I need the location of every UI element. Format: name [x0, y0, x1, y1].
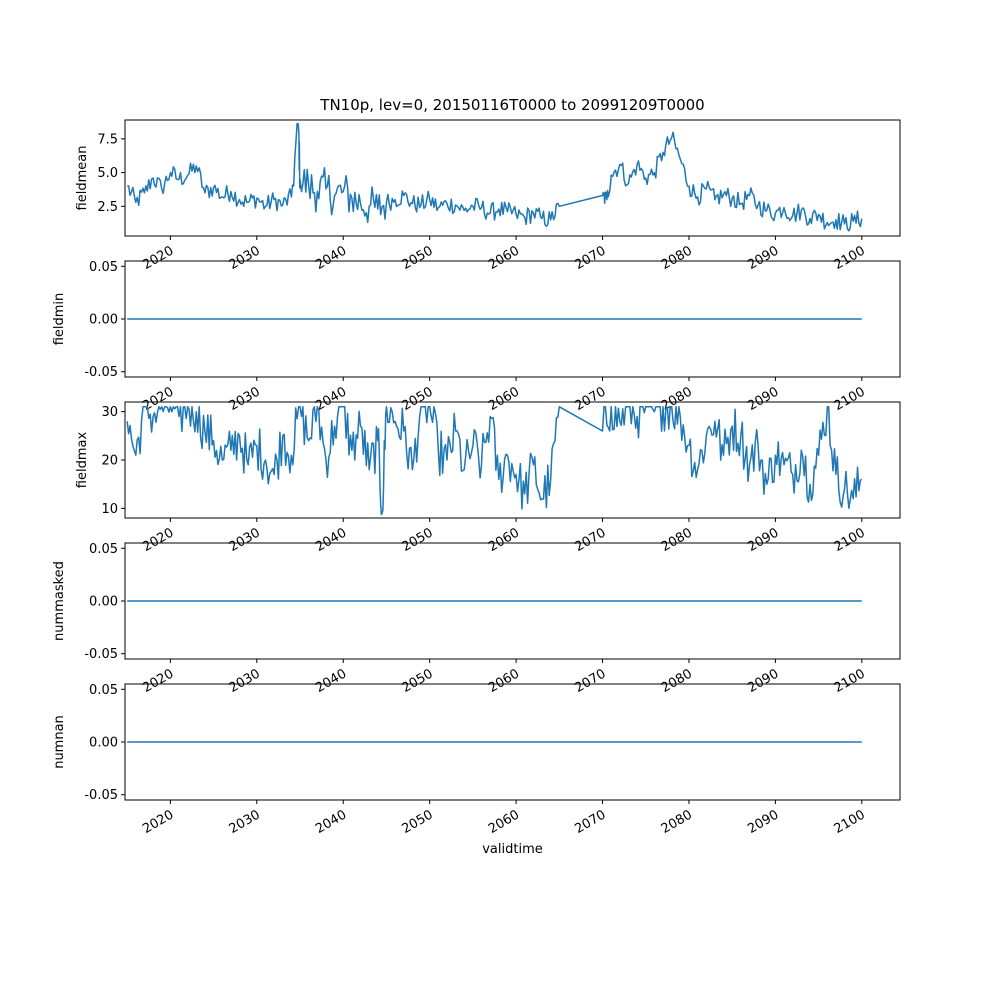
y-tick-label: 0.00 — [89, 313, 118, 328]
x-tick-label: 2060 — [486, 666, 522, 696]
x-axis-label: validtime — [482, 842, 543, 857]
x-tick-label: 2100 — [832, 525, 868, 555]
x-tick-label: 2030 — [227, 807, 263, 837]
x-tick-label: 2070 — [572, 807, 608, 837]
x-tick-label: 2070 — [572, 243, 608, 273]
x-tick-label: 2020 — [140, 807, 176, 837]
y-tick-label: 0.00 — [89, 736, 118, 751]
x-tick-label: 2090 — [745, 384, 781, 414]
x-tick-label: 2100 — [832, 807, 868, 837]
x-tick-label: 2030 — [227, 384, 263, 414]
x-tick-label: 2020 — [140, 666, 176, 696]
x-tick-label: 2040 — [313, 243, 349, 273]
x-tick-label: 2090 — [745, 525, 781, 555]
x-tick-label: 2030 — [227, 243, 263, 273]
series-line-fieldmax — [126, 406, 863, 516]
y-tick-label: 0.05 — [89, 260, 118, 275]
y-tick-label: 7.5 — [97, 132, 118, 147]
x-tick-label: 2070 — [572, 525, 608, 555]
panel-fieldmean: 2.5 5.0 7.5 fieldmean 2020 2030 2040 2050 2060 20… — [75, 119, 901, 273]
y-tick-label: 20 — [101, 454, 118, 469]
x-tick-label: 2090 — [745, 666, 781, 696]
panel-nummasked: 0.05 0.00 -0.05 nummasked 2020 2030 2040 2050 20… — [52, 542, 901, 696]
y-axis-label: numnan — [52, 715, 67, 769]
y-tick-label: 2.5 — [97, 200, 118, 215]
y-tick-label: 0.05 — [89, 683, 118, 698]
x-tick-label: 2080 — [659, 525, 695, 555]
axes-frame — [124, 119, 901, 237]
series-line-fieldmean — [127, 122, 863, 232]
x-tick-label: 2060 — [486, 525, 522, 555]
panel-numnan: 0.05 0.00 -0.05 numnan 2020 2030 2040 2050 2060 2… — [52, 683, 901, 837]
x-tick-label: 2050 — [400, 666, 436, 696]
y-tick-label: 0.05 — [89, 542, 118, 557]
y-tick-label: 30 — [101, 405, 118, 420]
x-tick-label: 2040 — [313, 525, 349, 555]
x-tick-label: 2060 — [486, 807, 522, 837]
y-tick-label: 10 — [101, 502, 118, 517]
x-tick-label: 2040 — [313, 807, 349, 837]
x-tick-label: 2060 — [486, 384, 522, 414]
x-tick-label: 2050 — [400, 243, 436, 273]
y-tick-label: 5.0 — [97, 166, 118, 181]
x-tick-label: 2030 — [227, 525, 263, 555]
x-tick-label: 2060 — [486, 243, 522, 273]
x-tick-label: 2080 — [659, 666, 695, 696]
x-tick-label: 2100 — [832, 666, 868, 696]
x-tick-label: 2080 — [659, 807, 695, 837]
y-tick-label: -0.05 — [84, 647, 118, 662]
x-tick-label: 2070 — [572, 666, 608, 696]
x-tick-label: 2100 — [832, 384, 868, 414]
x-tick-label: 2020 — [140, 525, 176, 555]
x-tick-label: 2080 — [659, 243, 695, 273]
x-tick-label: 2090 — [745, 243, 781, 273]
y-tick-label: -0.05 — [84, 788, 118, 803]
x-tick-label: 2090 — [745, 807, 781, 837]
x-tick-label: 2020 — [140, 243, 176, 273]
y-tick-label: -0.05 — [84, 365, 118, 380]
y-axis-label: fieldmin — [52, 293, 67, 346]
x-tick-label: 2030 — [227, 666, 263, 696]
y-axis-label: fieldmean — [75, 146, 90, 211]
chart-title: TN10p, lev=0, 20150116T0000 to 20991209T… — [320, 96, 705, 114]
y-axis-label: fieldmax — [75, 432, 90, 489]
x-tick-label: 2040 — [313, 666, 349, 696]
y-tick-label: 0.00 — [89, 595, 118, 610]
x-tick-label: 2100 — [832, 243, 868, 273]
x-tick-label: 2050 — [400, 525, 436, 555]
y-axis-label: nummasked — [52, 561, 67, 641]
x-tick-label: 2050 — [400, 807, 436, 837]
